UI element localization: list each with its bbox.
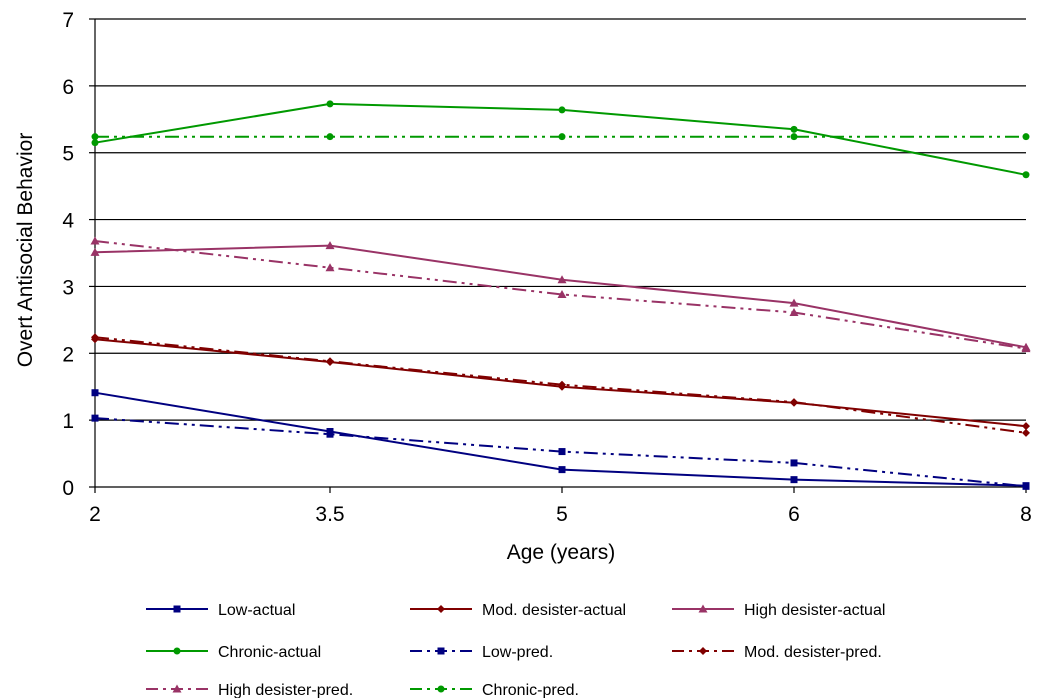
- legend-label: Mod. desister-pred.: [744, 644, 882, 661]
- legend-label: Low-actual: [218, 602, 295, 619]
- x-tick-label: 8: [1020, 503, 1032, 526]
- axes: [89, 18, 1027, 493]
- legend-label: Mod. desister-actual: [482, 602, 626, 619]
- y-tick-label: 6: [62, 76, 74, 99]
- data-point: [1022, 482, 1030, 490]
- series-line: [94, 240, 1027, 350]
- y-tick-label: 2: [62, 343, 74, 366]
- legend-label: Chronic-actual: [218, 644, 321, 661]
- data-point: [325, 241, 335, 250]
- series-3: [91, 100, 1030, 179]
- data-point: [557, 275, 567, 284]
- data-point: [790, 125, 798, 133]
- y-tick-label: 5: [62, 143, 74, 166]
- data-point: [90, 236, 100, 245]
- legend-item: Chronic-pred.: [410, 682, 579, 698]
- data-point: [558, 106, 566, 114]
- legend-item: Low-actual: [146, 602, 295, 619]
- series-7: [91, 133, 1030, 141]
- x-tick-label: 2: [89, 503, 101, 526]
- data-point: [558, 380, 566, 389]
- data-point: [558, 133, 566, 141]
- y-tick-label: 4: [62, 210, 74, 233]
- data-point: [173, 647, 181, 655]
- data-point: [1022, 133, 1030, 141]
- legend-item: Low-pred.: [410, 644, 553, 661]
- legend-label: Chronic-pred.: [482, 682, 579, 698]
- data-point: [1021, 344, 1031, 353]
- y-tick-label: 7: [62, 9, 74, 32]
- data-point: [1022, 422, 1030, 431]
- legend-item: High desister-pred.: [146, 682, 353, 698]
- legend: Low-actual Mod. desister-actual High desis…: [146, 602, 885, 698]
- legend-item: High desister-actual: [672, 602, 885, 619]
- legend-item: Mod. desister-actual: [410, 602, 626, 619]
- series-6: [90, 236, 1031, 353]
- data-point: [326, 100, 334, 108]
- data-point: [789, 308, 799, 317]
- y-tick-labels: 0 1 2 3 4 5 6 7: [62, 9, 74, 500]
- data-point: [90, 247, 100, 256]
- x-tick-label: 6: [788, 503, 800, 526]
- x-tick-label: 3.5: [315, 503, 344, 526]
- legend-label: High desister-actual: [744, 602, 885, 619]
- data-point: [437, 647, 445, 655]
- data-point: [91, 414, 99, 422]
- data-point: [790, 476, 798, 484]
- data-point: [91, 389, 99, 397]
- x-tick-label: 5: [556, 503, 568, 526]
- data-point: [91, 139, 99, 147]
- y-axis-title: Overt Antisocial Behavior: [14, 133, 37, 368]
- x-tick-labels: 2 3.5 5 6 8: [89, 503, 1032, 526]
- data-point: [325, 263, 335, 272]
- data-point: [790, 133, 798, 141]
- y-tick-label: 3: [62, 276, 74, 299]
- data-point: [699, 647, 707, 655]
- data-point: [326, 357, 334, 366]
- data-point: [557, 289, 567, 298]
- data-point: [558, 466, 566, 474]
- data-point: [326, 133, 334, 141]
- data-point: [437, 605, 445, 613]
- series-5: [91, 333, 1030, 437]
- y-tick-label: 0: [62, 477, 74, 500]
- series-0: [91, 389, 1030, 490]
- data-point: [172, 684, 182, 693]
- data-point: [1022, 428, 1030, 437]
- legend-item: Chronic-actual: [146, 644, 321, 661]
- data-point: [790, 398, 798, 407]
- series-4: [91, 414, 1030, 490]
- series-line: [94, 336, 1027, 434]
- data-point: [1022, 171, 1030, 179]
- data-point: [91, 333, 99, 342]
- legend-item: Mod. desister-pred.: [672, 644, 882, 661]
- x-axis-title: Age (years): [507, 541, 616, 564]
- data-point: [173, 605, 181, 613]
- legend-label: High desister-pred.: [218, 682, 353, 698]
- data-point: [326, 430, 334, 438]
- y-tick-label: 1: [62, 410, 74, 433]
- data-point: [698, 604, 708, 613]
- data-point: [790, 459, 798, 467]
- data-point: [437, 685, 445, 693]
- gridlines: [95, 18, 1026, 421]
- series-lines: [90, 100, 1031, 490]
- data-point: [91, 133, 99, 141]
- data-point: [789, 298, 799, 307]
- legend-label: Low-pred.: [482, 644, 553, 661]
- data-point: [558, 448, 566, 456]
